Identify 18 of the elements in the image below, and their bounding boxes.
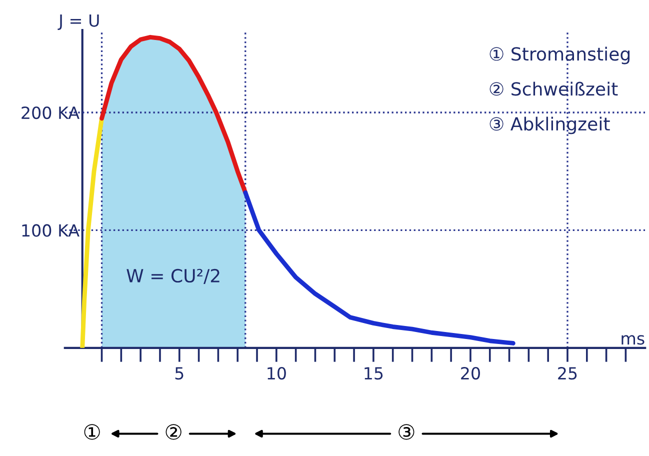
annotation: ② Schweißzeit [490, 82, 618, 96]
annotation: ③ Abklingzeit [490, 116, 610, 134]
line-series [100, 34, 248, 195]
line-series [243, 190, 516, 346]
x-tick-label: 15 [364, 367, 383, 380]
text: ① [84, 424, 100, 440]
x-axis-title: ms [622, 335, 644, 345]
y-tick-label: 100 KA [22, 224, 80, 237]
text: ② [166, 424, 182, 440]
band-label: W = CU²/2 [126, 268, 220, 284]
annotation: ① Stromanstieg [490, 46, 630, 64]
x-tick-label: 25 [558, 366, 577, 380]
x-tick-label: 20 [461, 366, 480, 380]
x-tick-label: 10 [268, 366, 286, 380]
y-axis-title: J = U [58, 14, 99, 30]
x-tick-label: 5 [175, 367, 184, 380]
text: ③ [398, 424, 414, 440]
y-tick-label: 200 KA [22, 106, 80, 120]
